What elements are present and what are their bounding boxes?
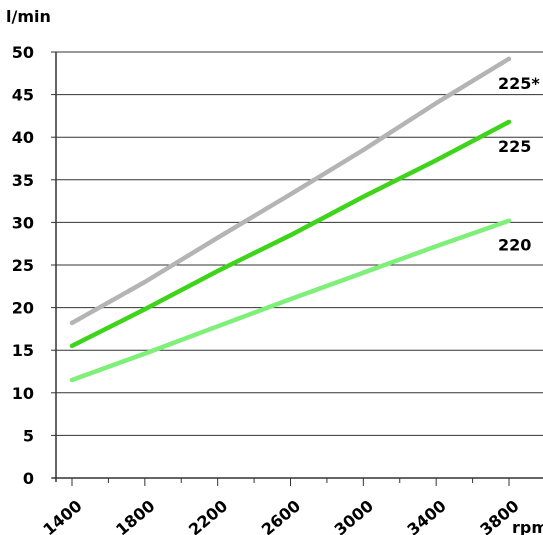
y-tick-label: 35 bbox=[12, 171, 34, 190]
y-tick-label: 20 bbox=[12, 299, 34, 318]
y-tick-labels: 0 5 10 15 20 25 30 35 40 45 50 bbox=[12, 43, 34, 488]
series-line-225* bbox=[69, 56, 512, 326]
x-tick-labels: 1400 1800 2200 2600 3000 3400 3800 bbox=[39, 496, 522, 535]
x-axis-label: rpm bbox=[512, 518, 543, 535]
y-tick-label: 5 bbox=[23, 426, 34, 445]
x-tick-label: 3400 bbox=[403, 496, 449, 535]
series-line-220 bbox=[69, 218, 512, 383]
y-tick-label: 40 bbox=[12, 128, 34, 147]
y-tick-label: 30 bbox=[12, 213, 34, 232]
x-tick-label: 2600 bbox=[258, 496, 304, 535]
x-tick-label: 1400 bbox=[39, 496, 85, 535]
y-tick-label: 15 bbox=[12, 341, 34, 360]
x-tick-label: 3000 bbox=[331, 496, 377, 535]
series-lines bbox=[69, 56, 512, 383]
axes bbox=[51, 51, 543, 486]
series-label-220: 220 bbox=[498, 236, 531, 255]
y-tick-label: 10 bbox=[12, 384, 34, 403]
y-axis-label: l/min bbox=[6, 7, 51, 26]
series-line-225 bbox=[69, 119, 512, 349]
y-tick-label: 45 bbox=[12, 86, 34, 105]
series-labels: 225* 225 220 bbox=[498, 74, 540, 255]
y-tick-label: 50 bbox=[12, 43, 34, 62]
x-tick-label: 1800 bbox=[112, 496, 158, 535]
y-tick-label: 0 bbox=[23, 469, 34, 488]
x-tick-label: 2200 bbox=[185, 496, 231, 535]
series-label-225: 225 bbox=[498, 137, 531, 156]
gridlines bbox=[56, 51, 543, 436]
y-tick-label: 25 bbox=[12, 256, 34, 275]
series-label-225*: 225* bbox=[498, 74, 540, 93]
